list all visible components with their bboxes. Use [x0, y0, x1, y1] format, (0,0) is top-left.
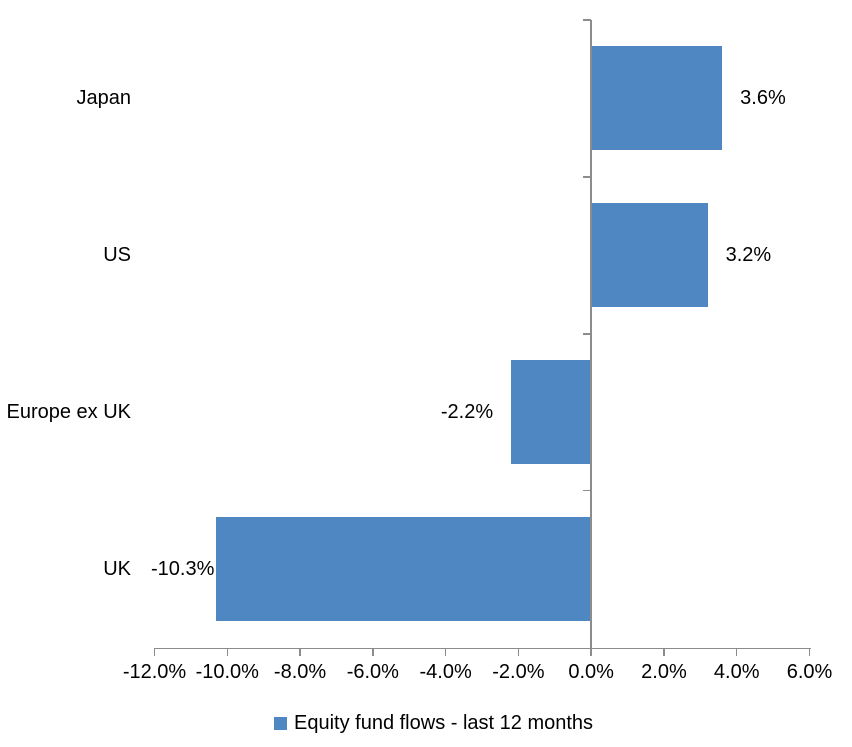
x-tick-label-6: 0.0% [568, 661, 614, 683]
data-label-europe-ex-uk: -2.2% [440, 401, 494, 424]
x-axis-tick [299, 647, 301, 656]
x-tick-label-4: -4.0% [419, 661, 472, 683]
category-label-europe-ex-uk: Europe ex UK [6, 401, 131, 424]
x-tick-label-8: 4.0% [713, 661, 760, 683]
data-label-uk: -10.3% [150, 558, 215, 581]
y-axis-tick [583, 19, 592, 21]
x-tick-label-2: -8.0% [273, 661, 327, 683]
x-axis-tick [663, 647, 665, 656]
x-axis-tick [808, 647, 811, 656]
data-label-japan: 3.6% [740, 87, 786, 110]
x-axis-tick [226, 647, 229, 656]
legend-swatch-icon [274, 716, 287, 730]
y-axis-line [590, 20, 592, 656]
data-label-us: 3.2% [725, 244, 772, 267]
y-axis-tick [583, 489, 592, 492]
x-tick-label-5: -2.0% [492, 661, 545, 683]
x-axis-tick [372, 647, 374, 656]
x-tick-label-9: 6.0% [786, 661, 833, 683]
category-label-japan: Japan [76, 87, 132, 110]
x-axis-line [154, 647, 811, 649]
x-tick-label-3: -6.0% [346, 661, 399, 683]
y-axis-tick [583, 333, 592, 335]
x-tick-label-1: -10.0% [195, 661, 259, 683]
category-label-uk: UK [103, 558, 131, 581]
legend-label: Equity fund flows - last 12 months [294, 712, 594, 734]
bar-uk [216, 517, 592, 622]
category-label-us: US [103, 244, 131, 267]
y-axis-tick [583, 176, 592, 178]
x-axis-tick [735, 647, 738, 656]
bar-us [591, 203, 708, 308]
x-tick-label-7: 2.0% [641, 661, 687, 683]
x-axis-tick [517, 647, 520, 656]
bar-europe-ex-uk [511, 360, 592, 465]
x-axis-tick [444, 647, 447, 656]
bar-japan [591, 46, 723, 151]
chart-legend: Equity fund flows - last 12 months [274, 710, 593, 736]
x-tick-label-0: -12.0% [122, 661, 187, 683]
x-axis-tick [153, 647, 156, 656]
